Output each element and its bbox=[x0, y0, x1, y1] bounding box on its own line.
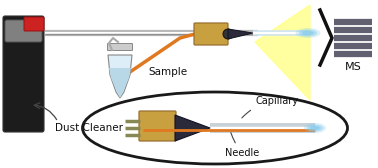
FancyBboxPatch shape bbox=[107, 44, 133, 51]
Ellipse shape bbox=[304, 123, 326, 133]
Text: MS: MS bbox=[345, 62, 361, 72]
Ellipse shape bbox=[310, 126, 320, 130]
Polygon shape bbox=[109, 68, 131, 98]
FancyBboxPatch shape bbox=[194, 23, 228, 45]
Polygon shape bbox=[108, 55, 132, 98]
Polygon shape bbox=[175, 115, 210, 141]
Polygon shape bbox=[228, 29, 253, 39]
Circle shape bbox=[223, 29, 233, 39]
FancyBboxPatch shape bbox=[5, 20, 42, 42]
Ellipse shape bbox=[82, 92, 347, 164]
Ellipse shape bbox=[296, 28, 321, 38]
Text: Dust Cleaner: Dust Cleaner bbox=[55, 123, 123, 133]
Text: Sample: Sample bbox=[148, 67, 187, 77]
FancyBboxPatch shape bbox=[3, 16, 44, 132]
Text: Needle: Needle bbox=[225, 133, 259, 158]
Polygon shape bbox=[255, 5, 310, 100]
Text: Capillary: Capillary bbox=[242, 96, 298, 118]
Ellipse shape bbox=[302, 31, 314, 35]
Ellipse shape bbox=[299, 30, 317, 36]
FancyBboxPatch shape bbox=[24, 17, 44, 31]
FancyBboxPatch shape bbox=[139, 111, 176, 141]
Ellipse shape bbox=[307, 124, 323, 132]
